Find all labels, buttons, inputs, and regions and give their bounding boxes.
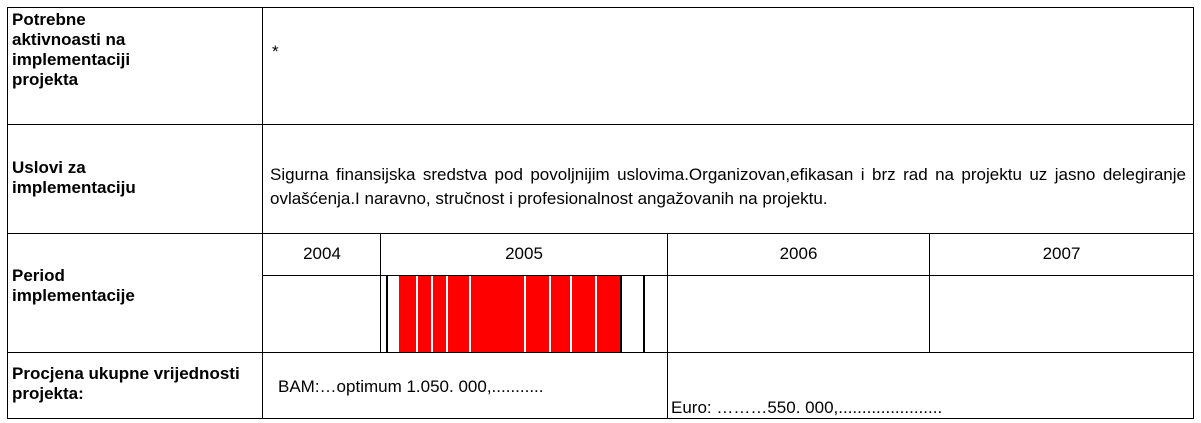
month-gap — [416, 276, 418, 352]
row-content: * — [272, 42, 279, 61]
month-gap — [524, 276, 526, 352]
row-content: Sigurna finansijska sredstva pod povoljn… — [270, 165, 1186, 208]
row-label: Potrebne aktivnoasti na implementaciji p… — [12, 10, 131, 89]
month-gap — [549, 276, 551, 352]
month-gap — [469, 276, 471, 352]
month-gap — [595, 276, 597, 352]
row-label: Uslovi za implementaciju — [12, 158, 136, 197]
month-gap — [431, 276, 433, 352]
month-line — [386, 276, 388, 352]
month-line — [643, 276, 645, 352]
cost-euro: Euro: ………550. 000,...................... — [671, 398, 943, 417]
cell — [262, 275, 381, 353]
year: 2006 — [779, 244, 818, 263]
month-gap — [446, 276, 448, 352]
cell — [929, 275, 1194, 353]
cell — [667, 352, 1194, 419]
cell — [262, 7, 1194, 125]
month-line — [620, 276, 622, 352]
year: 2004 — [303, 244, 341, 263]
cost-bam: BAM:…optimum 1.050. 000,........... — [278, 377, 544, 396]
active-period — [399, 276, 620, 352]
row-label: Procjena ukupne vrijednosti projekta: — [12, 364, 240, 403]
year: 2005 — [505, 244, 543, 263]
month-gap — [570, 276, 572, 352]
cell — [667, 275, 930, 353]
row-label: Period implementacije — [12, 266, 135, 305]
year: 2007 — [1042, 244, 1081, 263]
